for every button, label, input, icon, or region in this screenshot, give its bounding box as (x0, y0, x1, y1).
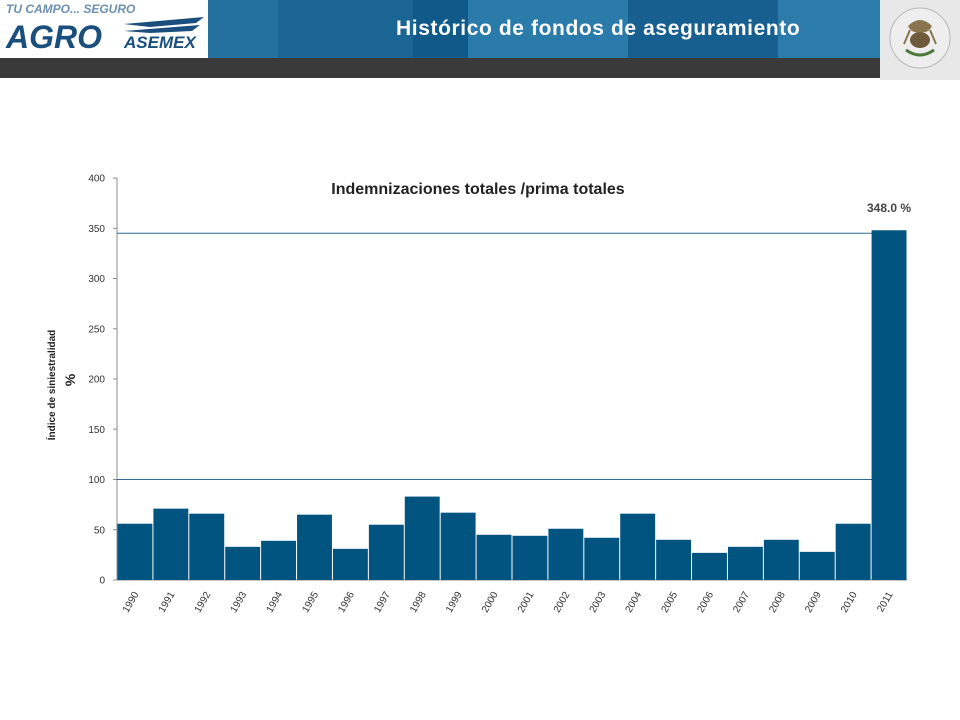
y-axis-label: Índice de siniestralidad (45, 330, 58, 441)
svg-text:TU CAMPO... SEGURO: TU CAMPO... SEGURO (6, 2, 136, 16)
y-tick-label: 50 (94, 525, 106, 536)
x-tick-label: 1990 (121, 590, 142, 615)
y-tick-label: 400 (88, 174, 105, 185)
x-tick-label: 1997 (372, 590, 393, 615)
bar-value-annotation: 348.0 % (867, 201, 911, 215)
x-tick-label: 1992 (193, 590, 214, 615)
axis-layer (113, 177, 907, 581)
bar (620, 513, 656, 580)
bar (189, 513, 225, 580)
bar (117, 523, 153, 580)
title-banner (208, 0, 880, 58)
x-tick-label: 2005 (660, 590, 681, 615)
bar (261, 540, 297, 580)
y-tick-label: 350 (88, 224, 105, 235)
x-tick-label: 1998 (408, 590, 429, 615)
x-tick-label: 2000 (480, 590, 501, 615)
svg-text:AGRO: AGRO (5, 19, 102, 55)
bar (656, 539, 692, 580)
y-tick-label: 0 (99, 576, 105, 587)
bar (368, 524, 404, 580)
header: TU CAMPO... SEGURO AGRO ASEMEX Histórico… (0, 0, 960, 80)
header-dark-bar (0, 58, 880, 78)
y-axis-unit: % (62, 373, 78, 386)
x-tick-label: 1991 (157, 590, 178, 615)
bar (476, 534, 512, 580)
mexico-seal (880, 0, 960, 80)
x-tick-label: 1999 (444, 590, 465, 615)
x-tick-label: 2002 (552, 590, 573, 615)
y-tick-label: 150 (88, 425, 105, 436)
y-tick-label: 250 (88, 324, 105, 335)
page-title: Histórico de fondos de aseguramiento (396, 17, 801, 40)
bar (871, 230, 907, 580)
x-tick-label: 2011 (875, 590, 895, 615)
bar (440, 512, 476, 580)
bar (153, 508, 189, 580)
x-tick-label: 2009 (803, 590, 824, 615)
svg-text:ASEMEX: ASEMEX (123, 33, 197, 52)
bar (332, 548, 368, 580)
x-tick-label: 1993 (229, 590, 250, 615)
y-tick-label: 100 (88, 475, 105, 486)
y-tick-label: 300 (88, 274, 105, 285)
bar (225, 546, 261, 580)
bar (584, 537, 620, 580)
x-tick-label: 2003 (588, 590, 609, 615)
y-tick-label: 200 (88, 375, 105, 386)
bar (692, 552, 727, 580)
bar (727, 546, 763, 580)
agroasemex-logo: TU CAMPO... SEGURO AGRO ASEMEX (0, 0, 208, 58)
x-tick-label: 2010 (839, 590, 860, 615)
x-tick-label: 2001 (516, 590, 537, 615)
bar (799, 551, 835, 580)
bar (548, 528, 584, 580)
chart-title: Indemnizaciones totales /prima totales (331, 181, 625, 198)
bar (835, 523, 871, 580)
bar (297, 514, 332, 580)
bar (404, 496, 440, 580)
bar (763, 539, 799, 580)
x-tick-label: 1994 (265, 590, 286, 615)
x-tick-label: 2008 (767, 590, 788, 615)
x-tick-label: 2007 (731, 590, 752, 615)
x-tick-label: 2006 (695, 590, 716, 615)
bar (512, 535, 548, 580)
x-tick-label: 1995 (300, 590, 321, 615)
x-tick-label: 2004 (624, 590, 645, 615)
x-tick-label: 1996 (336, 590, 357, 615)
bars-layer (117, 230, 907, 580)
